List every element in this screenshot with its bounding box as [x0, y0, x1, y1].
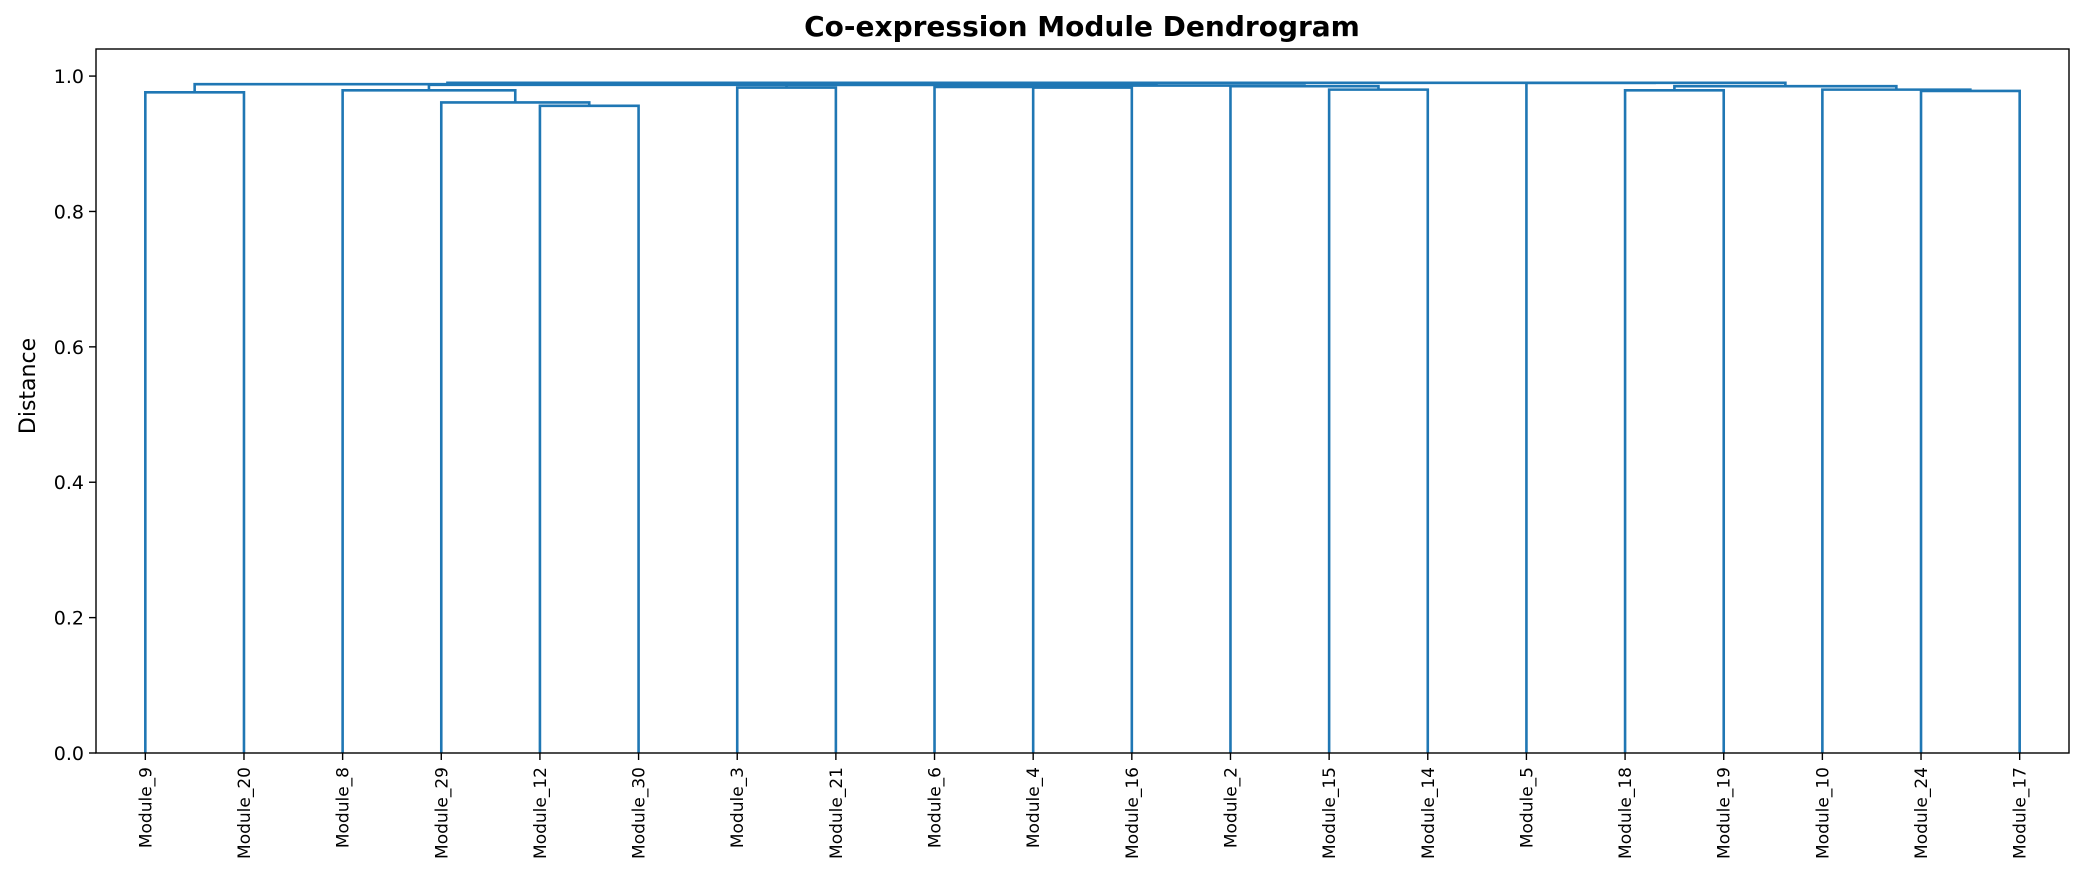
leaf-label: Module_3	[728, 767, 748, 848]
y-axis-label: Distance	[16, 338, 41, 434]
leaf-label: Module_30	[630, 767, 650, 859]
leaf-label: Module_10	[1813, 767, 1833, 859]
dendrogram-link-19	[446, 81, 1656, 85]
dendrogram-link-8	[1327, 88, 1430, 753]
dendrogram-link-2	[538, 104, 640, 753]
chart-title: Co-expression Module Dendrogram	[804, 10, 1360, 43]
leaf-label: Module_6	[926, 767, 946, 848]
leaf-label: Module_8	[334, 767, 354, 848]
leaf-label: Module_24	[1912, 767, 1932, 859]
dendrogram-link-1	[144, 91, 246, 753]
dendrogram-link-13	[1673, 84, 1898, 91]
y-tick-label: 1.0	[54, 66, 84, 88]
dendrogram-link-18	[1525, 81, 1787, 753]
y-tick-label: 0.6	[54, 337, 84, 359]
x-axis-leaf-labels: Module_9 Module_20 Module_8 Module_29 Module…	[136, 753, 2031, 859]
plot-frame	[95, 48, 2070, 754]
leaf-label: Module_19	[1715, 767, 1735, 859]
dendrogram-link-6	[1031, 86, 1134, 753]
leaf-label: Module_12	[531, 767, 551, 859]
dendrogram-link-12	[1821, 88, 1972, 753]
dendrogram-link-5	[735, 86, 838, 753]
leaf-label: Module_17	[2011, 767, 2031, 859]
dendrogram-branches	[144, 81, 2021, 753]
dendrogram-link-3	[439, 101, 591, 753]
y-axis-ticks: 0.0 0.2 0.4 0.6 0.8 1.0	[54, 66, 96, 765]
leaf-label: Module_29	[432, 767, 452, 859]
dendrogram-link-15	[785, 83, 1158, 88]
leaf-label: Module_18	[1616, 767, 1636, 859]
dendrogram-link-9	[1229, 84, 1380, 753]
leaf-label: Module_16	[1123, 767, 1143, 859]
leaf-label: Module_14	[1419, 767, 1439, 859]
dendrogram-link-7	[933, 85, 1084, 753]
leaf-label: Module_21	[827, 767, 847, 859]
dendrogram-link-11	[1919, 89, 2021, 753]
dendrogram-link-4	[341, 88, 517, 753]
y-tick-label: 0.4	[54, 472, 84, 494]
dendrogram-link-10	[1623, 88, 1726, 753]
leaf-label: Module_2	[1221, 767, 1241, 848]
y-tick-label: 0.8	[54, 201, 84, 223]
leaf-label: Module_20	[235, 767, 255, 859]
leaf-label: Module_5	[1517, 767, 1537, 848]
leaf-label: Module_15	[1320, 767, 1340, 859]
leaf-label: Module_4	[1024, 767, 1044, 848]
y-tick-label: 0.2	[54, 608, 84, 630]
y-tick-label: 0.0	[54, 743, 84, 765]
leaf-label: Module_9	[136, 767, 156, 848]
